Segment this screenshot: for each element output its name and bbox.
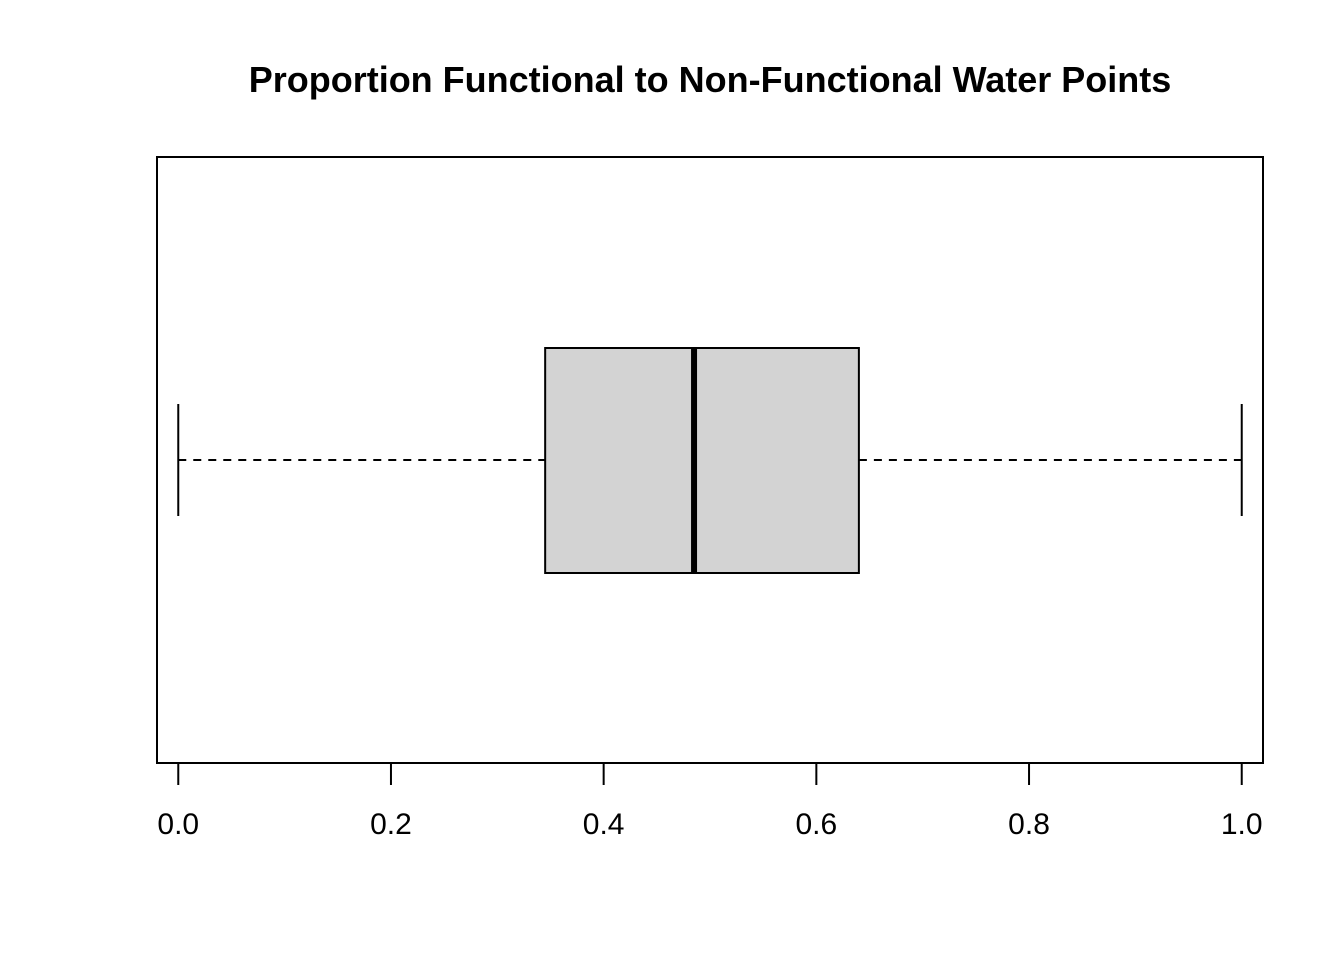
x-tick-label: 0.4 xyxy=(583,808,625,841)
chart-title: Proportion Functional to Non-Functional … xyxy=(249,59,1172,100)
x-tick-label: 0.8 xyxy=(1008,808,1050,841)
x-axis: 0.0 0.2 0.4 0.6 0.8 1.0 xyxy=(157,762,1263,841)
x-tick-label: 1.0 xyxy=(1221,808,1263,841)
box-layer xyxy=(177,347,1243,574)
x-tick-label: 0.0 xyxy=(157,808,199,841)
interquartile-box xyxy=(544,347,860,574)
x-tick-label: 0.2 xyxy=(370,808,412,841)
x-tick-label: 0.6 xyxy=(795,808,837,841)
